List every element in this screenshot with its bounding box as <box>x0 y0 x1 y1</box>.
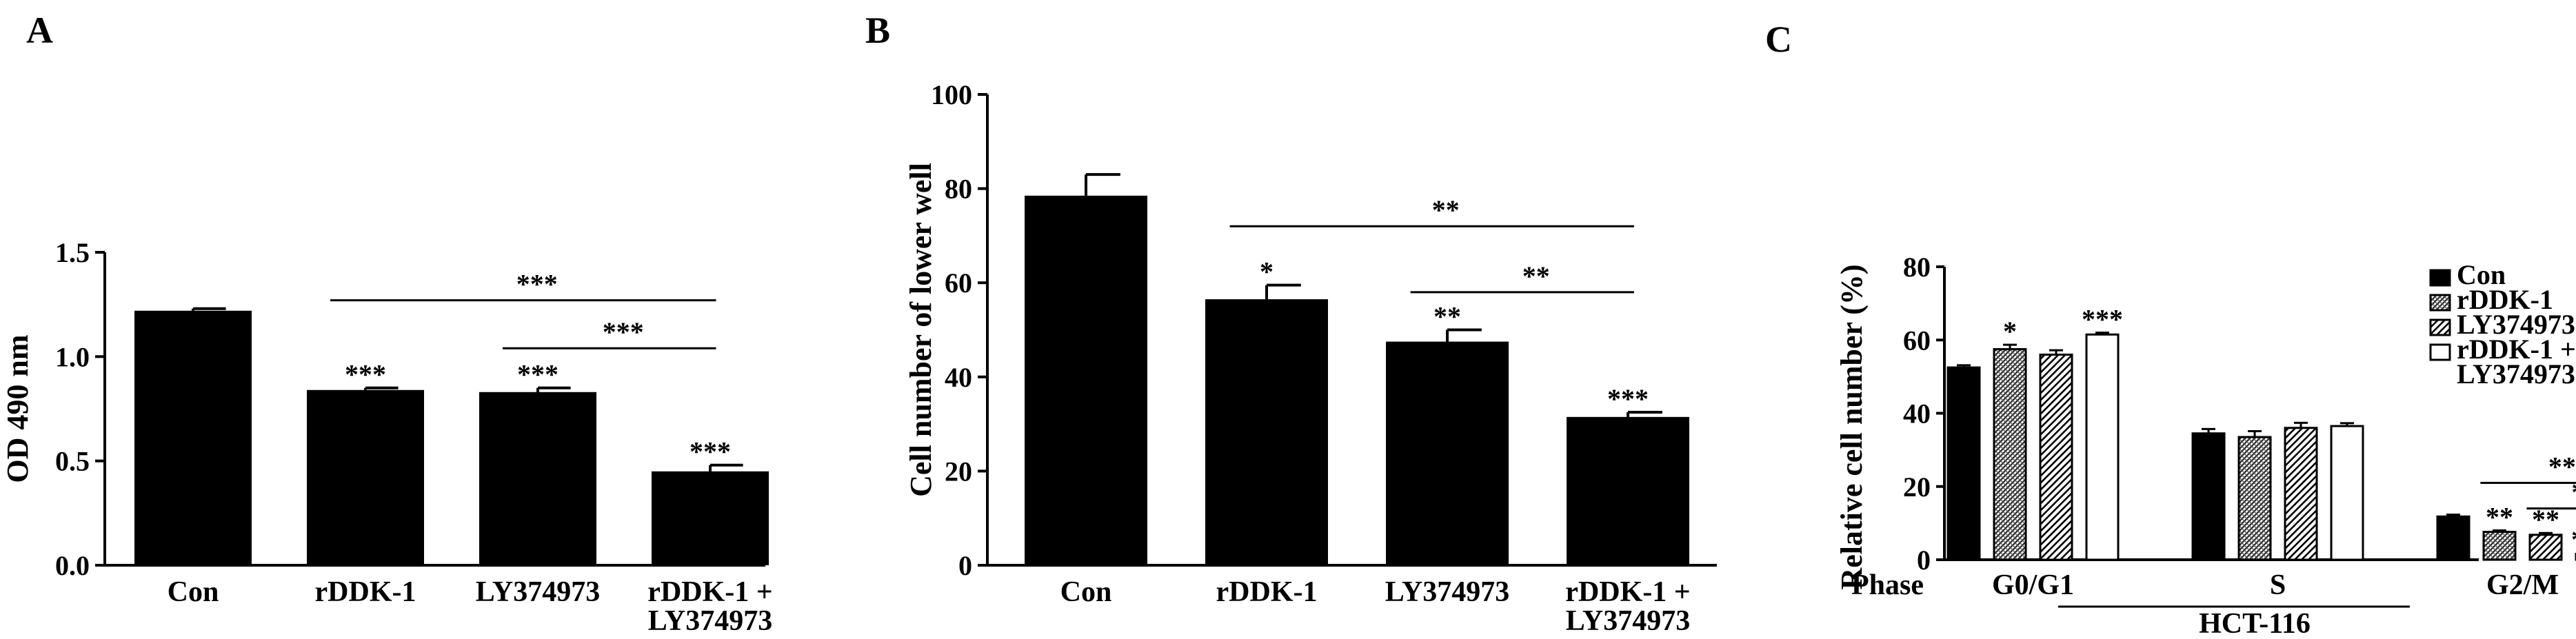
significance-stars: *** <box>2082 304 2123 335</box>
legend-swatch <box>2429 343 2451 361</box>
category-label: LY374973 <box>1385 576 1510 608</box>
bar <box>1946 366 1981 561</box>
comparison-stars: *** <box>516 269 558 300</box>
category-label: rDDK-1 <box>1216 576 1318 608</box>
y-tick-label: 1.0 <box>55 341 90 372</box>
legend-label: LY374973 <box>2457 309 2575 340</box>
group-caption: HCT-116 <box>2199 608 2311 639</box>
significance-stars: *** <box>690 436 731 467</box>
significance-stars: * <box>2003 316 2017 347</box>
comparison-stars: *** <box>603 316 644 347</box>
panel-c-letter: C <box>1765 19 1792 60</box>
category-label: Con <box>1060 576 1112 608</box>
comparison-stars: ** <box>1432 194 1460 225</box>
bar <box>2436 515 2471 561</box>
y-tick-label: 20 <box>945 456 972 487</box>
significance-stars: *** <box>345 359 386 390</box>
bar <box>2284 427 2318 561</box>
bar <box>1025 195 1147 566</box>
category-label: rDDK-1 <box>315 576 416 608</box>
bar <box>1567 416 1689 565</box>
comparison-stars: ** <box>2548 451 2576 482</box>
category-label: rDDK-1 + <box>647 576 772 608</box>
comparison-stars: ** <box>2571 477 2576 508</box>
legend-label: Con <box>2457 259 2506 290</box>
bar <box>1993 348 2027 561</box>
bar <box>2330 425 2364 561</box>
bar <box>479 392 596 565</box>
significance-stars: *** <box>2571 524 2576 555</box>
bar <box>2085 333 2120 561</box>
bar <box>134 310 252 565</box>
legend-label: rDDK-1 + <box>2457 334 2576 365</box>
bar <box>1205 299 1328 565</box>
legend-swatch <box>2429 318 2451 336</box>
bar <box>2237 436 2272 561</box>
y-tick-label: 40 <box>945 362 972 393</box>
y-tick-label: 80 <box>1903 252 1931 283</box>
y-tick-label: 100 <box>931 79 972 110</box>
group-label: S <box>2270 569 2286 601</box>
panel-b-letter: B <box>865 10 890 51</box>
legend-swatch <box>2429 269 2451 287</box>
y-tick-label: 0.5 <box>55 446 90 477</box>
significance-stars: *** <box>517 359 559 390</box>
comparison-stars: ** <box>1522 261 1550 292</box>
y-tick-label: 0.0 <box>55 550 90 581</box>
panel-a-chart: 0.0 0.5 1.0 1.5 OD 490 nm Con *** rDDK-1 *** LY37… <box>1 237 773 637</box>
category-label: rDDK-1 + <box>1565 576 1690 608</box>
category-label: Con <box>168 576 219 608</box>
bar <box>2528 534 2563 561</box>
significance-stars: ** <box>1433 301 1461 332</box>
y-tick-label: 40 <box>1903 398 1931 429</box>
significance-stars: *** <box>1607 383 1649 414</box>
y-axis-title: Relative cell number (%) <box>1835 264 1869 589</box>
y-tick-label: 1.5 <box>55 237 90 268</box>
y-axis-title: OD 490 nm <box>1 334 34 483</box>
significance-stars: * <box>1260 256 1274 287</box>
panel-b-chart: 0 20 40 60 80 100 Cell number of lower well Con… <box>904 79 1717 637</box>
y-tick-label: 0 <box>958 550 972 581</box>
y-tick-label: 60 <box>1903 325 1931 356</box>
bar <box>652 471 769 565</box>
bar <box>2191 432 2226 561</box>
bar <box>307 389 424 565</box>
y-axis-title: Cell number of lower well <box>904 163 938 497</box>
category-label: LY374973 <box>648 605 773 637</box>
significance-stars: ** <box>2486 502 2513 533</box>
category-label: LY374973 <box>476 576 601 608</box>
legend-swatch <box>2429 294 2451 312</box>
legend-label: LY374973 <box>2457 358 2575 389</box>
category-label: LY374973 <box>1566 605 1691 637</box>
bar <box>2039 354 2073 561</box>
phase-label: Phase <box>1851 569 1924 601</box>
y-tick-label: 20 <box>1903 471 1931 503</box>
y-tick-label: 80 <box>945 174 972 205</box>
bar <box>1386 341 1509 565</box>
group-label: G0/G1 <box>1992 569 2074 601</box>
y-tick-label: 0 <box>1917 545 1931 576</box>
panel-a-letter: A <box>26 10 53 51</box>
bar <box>2482 531 2517 561</box>
legend-label: rDDK-1 <box>2457 284 2553 315</box>
y-tick-label: 60 <box>945 267 972 298</box>
group-label: G2/M <box>2486 569 2559 601</box>
